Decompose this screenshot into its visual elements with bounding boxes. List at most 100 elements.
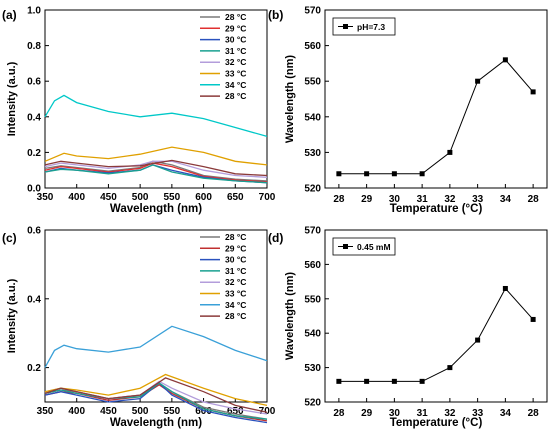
series-line-8 [44,377,268,413]
y-tick-label: 560 [304,260,321,271]
data-point [475,337,481,343]
x-tick-label: 31 [417,408,429,419]
panel-label: (c) [2,231,17,245]
y-tick-label: 550 [304,77,321,88]
legend-label: 33 °C [225,69,246,79]
x-tick-label: 700 [259,192,276,203]
data-point [447,149,453,155]
x-tick-label: 350 [37,192,54,203]
x-axis-title: Wavelength (nm) [110,203,202,215]
x-tick-label: 350 [37,406,54,417]
series-line-4 [44,164,268,184]
legend-label: 31 °C [225,266,246,276]
y-tick-label: 0.2 [27,148,41,159]
series-line-7 [44,94,268,138]
data-point [364,171,370,177]
panel-1: (a) 0.0 0.2 0.4 0.6 0.8 1.0 350 400 450 500 550 600 6… [2,6,276,216]
data-point [502,57,508,63]
panel-label: (d) [268,231,283,245]
legend-box [332,237,396,256]
y-axis-title: Wavelength (nm) [284,272,296,361]
y-tick-label: 0.6 [27,77,41,88]
y-tick-label: 0.4 [27,294,41,305]
series-line-1 [338,59,534,175]
panel-4: (d) 520 530 540 550 560 570 28 29 30 31 32 33 34 28 Tem… [268,226,548,429]
data-point [419,378,425,384]
panel-2: (b) 520 530 540 550 560 570 28 29 30 31 32 33 34 28 Tem… [268,6,548,215]
series-line-6 [44,373,268,407]
y-tick-label: 540 [304,112,321,123]
x-tick-label: 33 [472,408,484,419]
x-tick-label: 550 [164,406,181,417]
x-axis-title: Temperature (°C) [390,203,483,215]
legend-label: 30 °C [225,255,246,265]
x-tick-label: 30 [389,408,401,419]
plot-frame [44,229,268,403]
x-tick-label: 450 [100,192,117,203]
x-tick-label: 700 [259,406,276,417]
x-tick-label: 32 [444,194,456,205]
x-tick-label: 32 [444,408,456,419]
x-axis-title: Wavelength (nm) [110,417,202,429]
y-tick-label: 0.6 [27,226,41,237]
data-point [530,89,536,95]
legend-box [332,17,396,36]
x-tick-label: 550 [164,192,181,203]
x-tick-label: 33 [472,194,484,205]
legend-label: 28 °C [225,12,246,22]
y-tick-label: 0.4 [27,112,41,123]
x-tick-label: 400 [68,406,85,417]
x-tick-label: 28 [528,408,540,419]
y-tick-label: 0.8 [27,41,41,52]
y-tick-label: 520 [304,184,321,195]
y-tick-label: 570 [304,226,321,237]
data-point [447,365,453,371]
x-tick-label: 29 [361,408,373,419]
y-axis-title: Wavelength (nm) [284,55,296,144]
series-line-4 [44,382,268,420]
legend-swatch-marker [343,244,348,249]
data-point [391,171,397,177]
series-line-8 [44,159,268,177]
x-tick-label: 500 [132,192,149,203]
x-tick-label: 650 [227,406,244,417]
data-point [336,378,342,384]
y-tick-label: 540 [304,329,321,340]
x-tick-label: 450 [100,406,117,417]
data-point [530,316,536,322]
x-tick-label: 34 [500,408,512,419]
legend-label: 28 °C [225,232,246,242]
panel-label: (b) [268,8,283,22]
series-line-6 [44,146,268,166]
y-tick-label: 0.2 [27,363,41,374]
plot-frame [324,9,548,189]
x-tick-label: 30 [389,194,401,205]
data-point [419,171,425,177]
y-tick-label: 520 [304,398,321,409]
legend-label: 31 °C [225,46,246,56]
legend-label: 28 °C [225,311,246,321]
y-tick-label: 0.0 [27,184,41,195]
plot-frame [44,9,268,189]
y-axis-title: Intensity (a.u.) [6,61,18,136]
legend-label: pH=7.3 [357,22,385,32]
x-tick-label: 600 [195,406,212,417]
x-tick-label: 400 [68,192,85,203]
legend-label: 30 °C [225,35,246,45]
y-tick-label: 570 [304,6,321,17]
y-tick-label: 530 [304,363,321,374]
legend-swatch-marker [343,24,348,29]
legend-label: 32 °C [225,57,246,67]
legend-label: 29 °C [225,243,246,253]
x-tick-label: 28 [333,194,345,205]
panel-3: (c) 0.2 0.4 0.6 350 400 450 500 550 600 650 700 Wave… [2,226,276,430]
x-tick-label: 29 [361,194,373,205]
data-point [364,378,370,384]
series-line-7 [44,325,268,368]
legend-label: 28 °C [225,91,246,101]
legend-label: 34 °C [225,80,246,90]
x-tick-label: 500 [132,406,149,417]
series-line-5 [44,160,268,178]
